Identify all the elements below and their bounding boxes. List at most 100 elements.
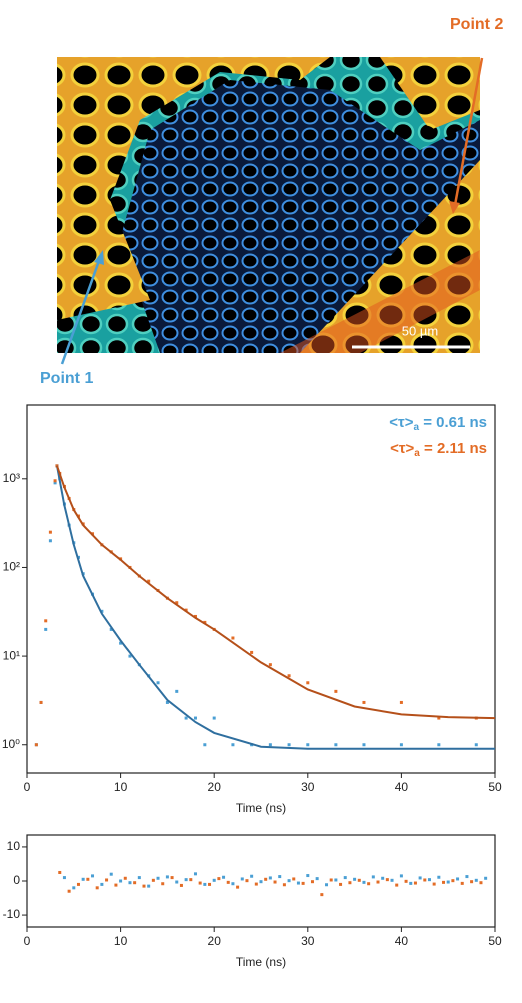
micrograph bbox=[57, 57, 480, 353]
data-point bbox=[278, 875, 282, 879]
data-point bbox=[203, 620, 207, 624]
x-tick-label: 30 bbox=[301, 780, 315, 794]
data-point bbox=[44, 627, 48, 631]
x-axis-label: Time (ns) bbox=[236, 801, 286, 815]
x-tick-label: 40 bbox=[395, 780, 409, 794]
data-point bbox=[465, 875, 469, 879]
data-point bbox=[273, 880, 277, 884]
data-point bbox=[193, 716, 197, 720]
plot-frame bbox=[26, 404, 496, 774]
y-tick-label: 10¹ bbox=[3, 648, 20, 662]
data-point bbox=[184, 878, 188, 882]
data-point bbox=[254, 882, 258, 886]
data-point bbox=[437, 716, 441, 720]
x-tick-label: 20 bbox=[208, 934, 222, 948]
data-point bbox=[437, 743, 441, 747]
data-point bbox=[62, 876, 66, 880]
data-point bbox=[357, 878, 361, 882]
data-point bbox=[175, 880, 179, 884]
data-point bbox=[156, 681, 160, 685]
data-point bbox=[81, 877, 85, 881]
scale-label: 50 µm bbox=[402, 323, 438, 338]
arrow bbox=[453, 57, 484, 206]
data-point bbox=[292, 877, 296, 881]
plot-area bbox=[58, 870, 488, 897]
annotation-rest: = 2.11 ns bbox=[420, 440, 487, 457]
data-point bbox=[67, 889, 71, 893]
data-point bbox=[264, 877, 268, 881]
data-point bbox=[456, 877, 460, 881]
data-point bbox=[95, 886, 99, 890]
data-point bbox=[474, 743, 478, 747]
x-tick-label: 0 bbox=[24, 780, 31, 794]
data-point bbox=[156, 876, 160, 880]
data-point bbox=[203, 882, 207, 886]
data-point bbox=[442, 880, 446, 884]
data-point bbox=[217, 877, 221, 881]
data-point bbox=[474, 878, 478, 882]
data-point bbox=[151, 878, 155, 882]
data-point bbox=[193, 614, 197, 618]
data-point bbox=[362, 700, 366, 704]
data-point bbox=[128, 881, 132, 885]
annotation-rest: = 0.61 ns bbox=[419, 414, 487, 431]
data-point bbox=[231, 743, 235, 747]
data-point bbox=[100, 882, 104, 886]
data-point bbox=[362, 743, 366, 747]
data-point bbox=[53, 479, 57, 483]
data-point bbox=[222, 875, 226, 879]
data-point bbox=[203, 743, 207, 747]
data-point bbox=[334, 878, 338, 882]
data-point bbox=[119, 641, 123, 645]
data-point bbox=[348, 881, 352, 885]
annotation: <τ>a = 2.11 ns bbox=[390, 440, 487, 459]
data-point bbox=[161, 882, 165, 886]
data-point bbox=[240, 877, 244, 881]
y-tick-label: -10 bbox=[3, 907, 21, 921]
data-point bbox=[231, 636, 235, 640]
data-point bbox=[44, 619, 48, 623]
data-point bbox=[119, 879, 123, 883]
y-tick-label: 10⁰ bbox=[2, 737, 20, 751]
data-point bbox=[250, 874, 254, 878]
y-tick-label: 0 bbox=[13, 873, 20, 887]
data-point bbox=[48, 530, 52, 534]
data-point bbox=[231, 882, 235, 886]
data-point bbox=[334, 689, 338, 693]
data-point bbox=[390, 878, 394, 882]
arrow-head bbox=[449, 201, 460, 214]
data-point bbox=[142, 884, 146, 888]
data-point bbox=[395, 883, 399, 887]
data-point bbox=[147, 884, 151, 888]
fit-line bbox=[56, 465, 496, 720]
annotation: <τ>a = 0.61 ns bbox=[389, 414, 487, 433]
data-point bbox=[268, 743, 272, 747]
data-point bbox=[175, 689, 179, 693]
x-tick-label: 0 bbox=[24, 934, 31, 948]
data-point bbox=[184, 716, 188, 720]
data-point bbox=[76, 882, 80, 886]
data-point bbox=[451, 879, 455, 883]
data-point bbox=[91, 874, 95, 878]
data-point bbox=[147, 579, 151, 583]
point-label: Point 1 bbox=[40, 370, 93, 387]
data-point bbox=[287, 879, 291, 883]
annotation-sub: a bbox=[413, 422, 419, 433]
data-point bbox=[105, 878, 109, 882]
data-point bbox=[367, 882, 371, 886]
data-point bbox=[423, 878, 427, 882]
data-point bbox=[418, 876, 422, 880]
data-point bbox=[123, 876, 127, 880]
fit-line bbox=[56, 465, 495, 750]
data-point bbox=[399, 874, 403, 878]
data-point bbox=[315, 877, 319, 881]
data-point bbox=[282, 883, 286, 887]
data-point bbox=[409, 881, 413, 885]
data-point bbox=[236, 885, 240, 889]
annotation-text: <τ> bbox=[390, 440, 414, 457]
data-point bbox=[72, 886, 76, 890]
data-point bbox=[413, 881, 417, 885]
data-point bbox=[306, 743, 310, 747]
plot-area bbox=[34, 464, 496, 750]
arrow-head bbox=[94, 250, 104, 265]
